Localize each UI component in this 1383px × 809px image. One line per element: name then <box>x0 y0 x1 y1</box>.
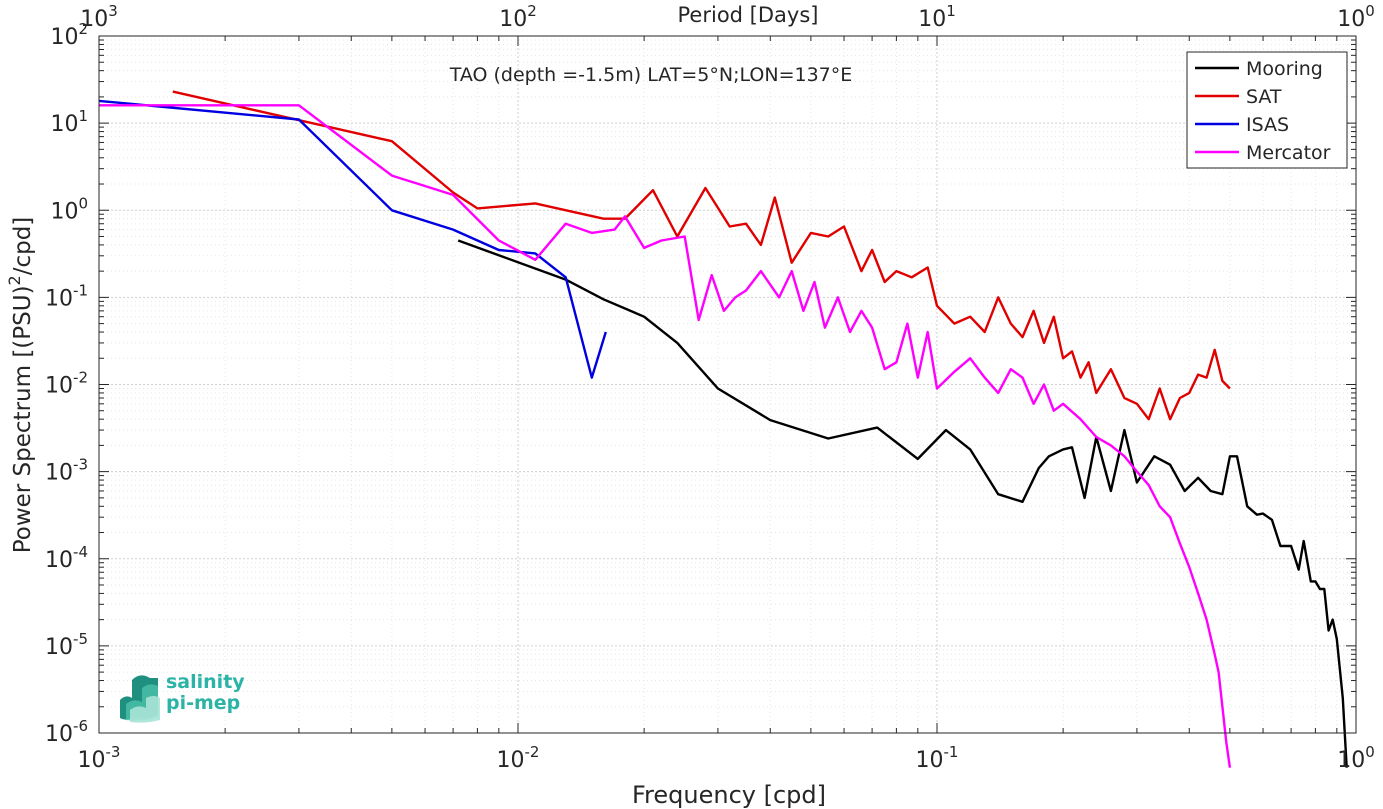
top-tick-label: 103 <box>80 2 118 32</box>
y-tick-label: 10-5 <box>45 630 88 660</box>
salinity-pi-mep-logo: salinity pi-mep <box>116 670 246 724</box>
series-line-isas <box>98 99 607 379</box>
y-tick-label: 10-4 <box>45 543 88 573</box>
x-tick-label: 10-3 <box>78 743 121 773</box>
series-line-sat <box>172 90 1231 421</box>
y-tick-label: 100 <box>50 194 88 224</box>
logo-text: salinity pi-mep <box>166 672 245 714</box>
top-tick-label: 100 <box>1337 2 1375 32</box>
top-tick-label: 102 <box>499 2 537 32</box>
x-tick-label: 100 <box>1337 743 1375 773</box>
series-lines <box>98 90 1348 768</box>
legend-label: SAT <box>1246 86 1282 108</box>
x-tick-label: 10-2 <box>497 743 540 773</box>
logo-line1: salinity <box>166 671 245 693</box>
legend-label: ISAS <box>1246 114 1289 136</box>
series-line-mercator <box>99 104 1232 768</box>
y-tick-label: 10-2 <box>45 369 88 399</box>
legend-box <box>1186 51 1348 169</box>
y-axis-label: Power Spectrum [(PSU)2/cpd] <box>5 217 36 554</box>
x-tick-label: 10-1 <box>916 743 959 773</box>
y-tick-label: 101 <box>50 107 88 137</box>
chart-title: TAO (depth =-1.5m) LAT=5°N;LON=137°E <box>449 64 853 86</box>
grid <box>98 36 1356 734</box>
y-tick-label: 10-3 <box>45 456 88 486</box>
logo-waves-icon <box>120 675 160 723</box>
y-tick-label: 10-6 <box>45 717 88 747</box>
y-tick-label: 102 <box>50 20 88 50</box>
x-axis-label: Frequency [cpd] <box>632 781 826 809</box>
logo-line2: pi-mep <box>166 692 241 714</box>
legend-label: Mooring <box>1246 58 1323 80</box>
legend: Mooring SAT ISAS Mercator <box>1186 51 1348 169</box>
y-tick-label: 10-1 <box>45 281 88 311</box>
top-axis-label: Period [Days] <box>678 3 819 27</box>
legend-label: Mercator <box>1246 142 1331 164</box>
series-line-mooring <box>457 239 1348 768</box>
top-tick-label: 101 <box>918 2 956 32</box>
